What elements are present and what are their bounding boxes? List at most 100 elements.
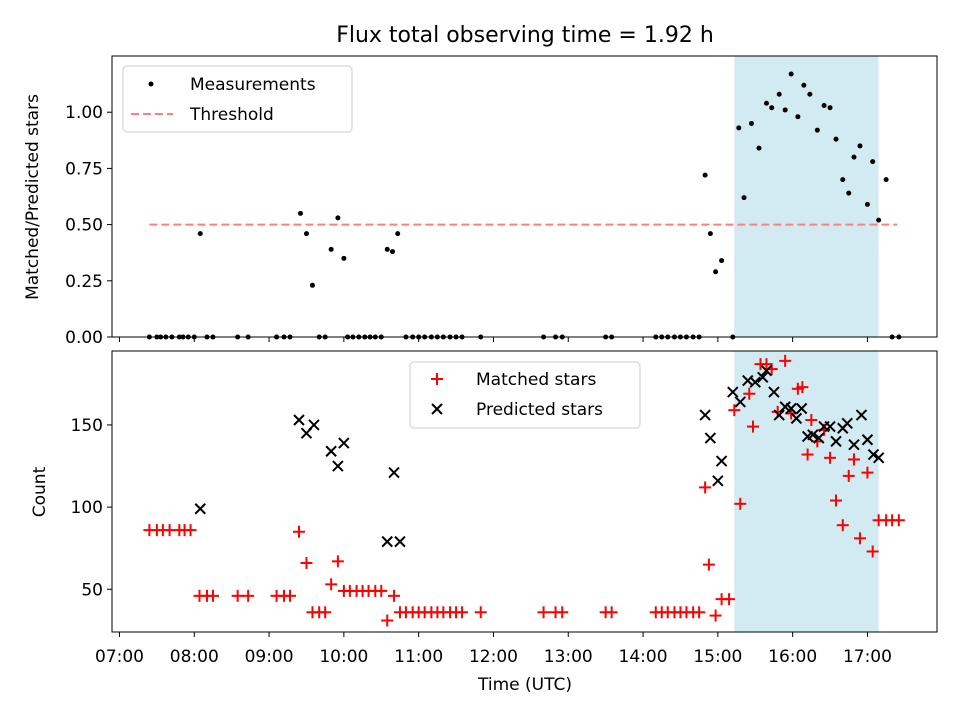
predicted-star-point	[813, 432, 825, 444]
bottom-panel: 50 100 150 07:00 08:00 09:00 10:00 11:00 12:00 1…	[30, 350, 938, 695]
predicted-star-point	[293, 414, 305, 426]
measurement-point	[846, 190, 852, 196]
matched-star-point	[381, 614, 394, 627]
matched-star-point	[709, 609, 722, 622]
x-axis-label: Time (UTC)	[477, 675, 572, 695]
predicted-star-point	[795, 402, 808, 415]
predicted-star-stroke-b	[734, 396, 746, 408]
predicted-star-point	[394, 535, 406, 548]
bottom-axes-frame	[111, 350, 938, 633]
measurement-point	[749, 120, 755, 126]
matched-star-point	[747, 420, 760, 433]
x-tick-label: 07:00	[95, 647, 144, 667]
predicted-star-stroke-b	[830, 435, 842, 448]
measurement-point	[297, 210, 303, 216]
top-axes-frame	[111, 55, 938, 338]
predicted-star-point	[712, 475, 724, 487]
measurement-point	[840, 177, 846, 183]
predicted-star-stroke-b	[779, 401, 791, 413]
matched-star-point	[734, 497, 747, 510]
legend-measurement-marker	[148, 81, 154, 87]
predicted-star-point	[785, 402, 797, 415]
top-y-tick-label: 0.50	[65, 216, 103, 236]
predicted-star-point	[773, 409, 785, 421]
measurement-point	[763, 100, 769, 106]
predicted-star-stroke-b	[867, 448, 880, 461]
top-legend: Measurements Threshold	[122, 65, 353, 133]
measurement-point	[197, 231, 203, 237]
predicted-star-point	[194, 503, 206, 515]
x-tick-label: 14:00	[619, 647, 668, 667]
predicted-star-point	[749, 376, 761, 388]
x-tick-label: 17:00	[843, 647, 892, 667]
predicted-star-stroke-b	[325, 445, 337, 457]
measurement-point	[707, 231, 713, 237]
matched-star-point	[723, 593, 736, 606]
predicted-star-stroke-b	[773, 409, 785, 421]
matched-star-point	[861, 466, 874, 479]
measurement-point	[782, 107, 788, 113]
predicted-star-stroke-b	[715, 455, 728, 467]
matched-star-point	[693, 606, 706, 619]
matched-stars-points	[143, 354, 905, 627]
legend-matched-label: Matched stars	[476, 370, 596, 390]
predicted-star-point	[768, 386, 780, 398]
top-x-ticks	[118, 337, 868, 342]
predicted-star-point	[704, 432, 717, 444]
measurement-points	[146, 71, 902, 340]
predicted-star-stroke-b	[795, 402, 808, 415]
predicted-star-point	[848, 438, 860, 451]
measurement-point	[851, 154, 857, 160]
predicted-star-stroke-b	[293, 414, 305, 426]
predicted-star-point	[734, 396, 746, 408]
bottom-y-ticks: 50 100 150	[71, 416, 112, 600]
bottom-y-tick-label: 100	[71, 498, 103, 518]
x-tick-label: 11:00	[394, 647, 443, 667]
matched-star-point	[242, 589, 255, 602]
matched-star-point	[325, 578, 338, 591]
top-highlight-band	[734, 56, 879, 337]
matched-star-point	[842, 469, 855, 482]
matched-star-point	[836, 519, 849, 532]
predicted-star-point	[867, 448, 880, 461]
measurement-point	[713, 269, 719, 275]
x-tick-label: 08:00	[170, 647, 219, 667]
measurement-point	[741, 195, 747, 201]
top-y-axis-label: Matched/Predicted stars	[23, 94, 43, 300]
x-tick-label: 13:00	[544, 647, 593, 667]
measurement-point	[827, 105, 833, 111]
predicted-star-point	[855, 409, 868, 421]
predicted-star-point	[727, 386, 739, 398]
predicted-star-stroke-b	[855, 409, 868, 421]
matched-star-point	[319, 606, 332, 619]
measurement-point	[776, 91, 782, 97]
predicted-star-stroke-b	[699, 409, 711, 421]
measurement-point	[303, 231, 309, 237]
chart-title: Flux total observing time = 1.92 h	[336, 23, 714, 48]
measurement-point	[864, 201, 870, 207]
predicted-star-stroke-b	[841, 417, 853, 430]
predicted-star-point	[790, 412, 803, 425]
predicted-star-stroke-b	[807, 429, 819, 441]
measurement-point	[328, 246, 334, 252]
measurement-point	[309, 282, 315, 288]
predicted-star-point	[824, 420, 836, 433]
predicted-stars-points	[194, 365, 885, 548]
predicted-star-stroke-b	[388, 466, 400, 479]
bottom-legend: Matched stars Predicted stars	[409, 361, 641, 429]
predicted-star-stroke-b	[872, 452, 885, 464]
measurement-point	[788, 71, 794, 77]
measurement-point	[821, 102, 827, 108]
predicted-star-stroke-b	[712, 475, 724, 487]
matched-star-point	[375, 584, 388, 597]
measurement-point	[341, 255, 347, 261]
matched-star-point	[847, 453, 860, 466]
matched-star-point	[556, 606, 569, 619]
predicted-star-point	[381, 535, 393, 548]
predicted-star-stroke-b	[749, 376, 761, 388]
predicted-star-stroke-b	[757, 371, 769, 383]
predicted-star-stroke-b	[824, 420, 836, 433]
top-y-tick-label: 0.25	[65, 272, 103, 292]
matched-star-point	[702, 558, 715, 571]
